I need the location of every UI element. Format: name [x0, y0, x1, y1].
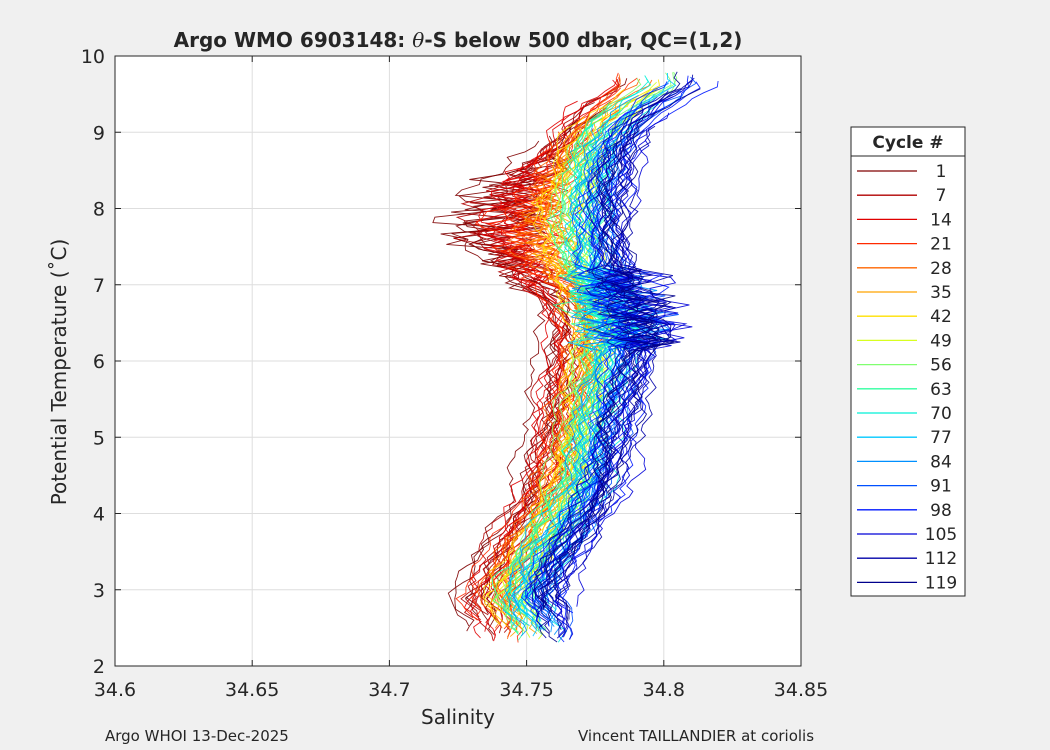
title-suffix: -S below 500 dbar, QC=(1,2): [424, 28, 742, 52]
legend-label: 112: [925, 549, 957, 569]
profile-line-cycle-114: [553, 74, 694, 639]
legend-label: 7: [936, 186, 947, 206]
y-axis-label: Potential Temperature (˚C): [47, 239, 71, 506]
profile-line-cycle-116: [555, 88, 701, 622]
profile-line-cycle-105: [554, 129, 688, 617]
title-theta: θ: [412, 28, 424, 52]
x-tick-label: 34.8: [643, 679, 685, 701]
legend-label: 49: [930, 331, 952, 351]
profile-line-cycle-91: [524, 83, 669, 621]
profile-line-cycle-25: [455, 131, 565, 621]
y-tick-label: 3: [93, 580, 105, 602]
profile-line-cycle-22: [471, 72, 619, 617]
title-prefix: Argo WMO 6903148:: [174, 28, 413, 52]
x-axis-label: Salinity: [421, 705, 495, 729]
x-axis-ticks: 34.6 34.65 34.7 34.75 34.8 34.85: [94, 56, 828, 701]
legend-box: [850, 126, 966, 597]
legend-label: 119: [925, 573, 957, 593]
y-tick-label: 6: [93, 351, 105, 373]
x-tick-label: 34.85: [774, 679, 828, 701]
legend-label: 77: [930, 428, 952, 448]
y-tick-label: 8: [93, 199, 105, 221]
y-tick-label: 9: [93, 122, 105, 144]
x-tick-label: 34.7: [368, 679, 410, 701]
profile-line-cycle-110: [530, 80, 693, 634]
legend-label: 84: [930, 452, 952, 472]
profile-line-cycle-11: [460, 104, 585, 641]
profile-line-cycle-119: [544, 143, 675, 643]
y-tick-label: 4: [93, 504, 105, 526]
legend-label: 14: [930, 210, 952, 230]
legend-label: 70: [930, 404, 952, 424]
profile-line-cycle-109: [554, 125, 676, 607]
footer-right: Vincent TAILLANDIER at coriolis: [578, 727, 814, 745]
footer-left: Argo WHOI 13-Dec-2025: [105, 727, 289, 745]
profile-line-cycle-120: [552, 118, 675, 620]
legend-label: 35: [930, 283, 952, 303]
legend-label: 63: [930, 380, 952, 400]
y-tick-label: 2: [93, 656, 105, 678]
x-tick-label: 34.65: [225, 679, 279, 701]
legend-label: 28: [930, 259, 952, 279]
legend-label: 1: [936, 162, 947, 182]
profile-line-cycle-37: [505, 96, 626, 637]
profile-line-cycle-20: [463, 79, 618, 621]
legend-label: 42: [930, 307, 952, 327]
grid: [115, 56, 801, 666]
profile-line-cycle-113: [533, 88, 681, 620]
profile-line-cycle-72: [512, 75, 649, 616]
profile-line-cycle-107: [576, 112, 693, 607]
profile-line-cycle-58: [493, 78, 642, 627]
legend-entries: 1 7 14 21 28 35 42 49 56 63 70 77 84 91 98 105 112 119: [857, 162, 957, 593]
legend-label: 105: [925, 525, 957, 545]
profile-line-cycle-93: [552, 76, 697, 640]
chart-title: Argo WMO 6903148: θ-S below 500 dbar, QC…: [174, 28, 743, 52]
legend-label: 91: [930, 477, 952, 497]
profile-line-cycle-14: [485, 101, 611, 610]
profile-line-cycle-79: [512, 132, 624, 626]
profile-line-cycle-5: [432, 140, 546, 632]
profile-line-cycle-99: [525, 81, 668, 627]
profile-line-cycle-8: [470, 137, 577, 616]
y-tick-label: 7: [93, 275, 105, 297]
legend-label: 98: [930, 501, 952, 521]
y-tick-label: 10: [81, 46, 105, 68]
profile-line-cycle-63: [500, 104, 624, 625]
legend-title: Cycle #: [872, 133, 943, 153]
profile-line-cycle-41: [482, 143, 580, 625]
legend-label: 21: [930, 235, 952, 255]
profile-line-cycle-15: [481, 100, 578, 632]
profile-line-cycle-12: [453, 143, 564, 619]
y-axis-ticks: 2 3 4 5 6 7 8 9 10: [81, 46, 801, 678]
profile-line-cycle-98: [524, 120, 650, 618]
profile-line-cycle-112: [535, 147, 658, 639]
profile-line-cycle-117: [536, 146, 657, 611]
legend-label: 56: [930, 356, 952, 376]
profile-line-cycle-73: [509, 78, 652, 611]
x-tick-label: 34.6: [94, 679, 136, 701]
profiles: [432, 71, 719, 643]
profile-line-cycle-65: [508, 117, 618, 634]
x-tick-label: 34.75: [499, 679, 553, 701]
y-tick-label: 5: [93, 427, 105, 449]
